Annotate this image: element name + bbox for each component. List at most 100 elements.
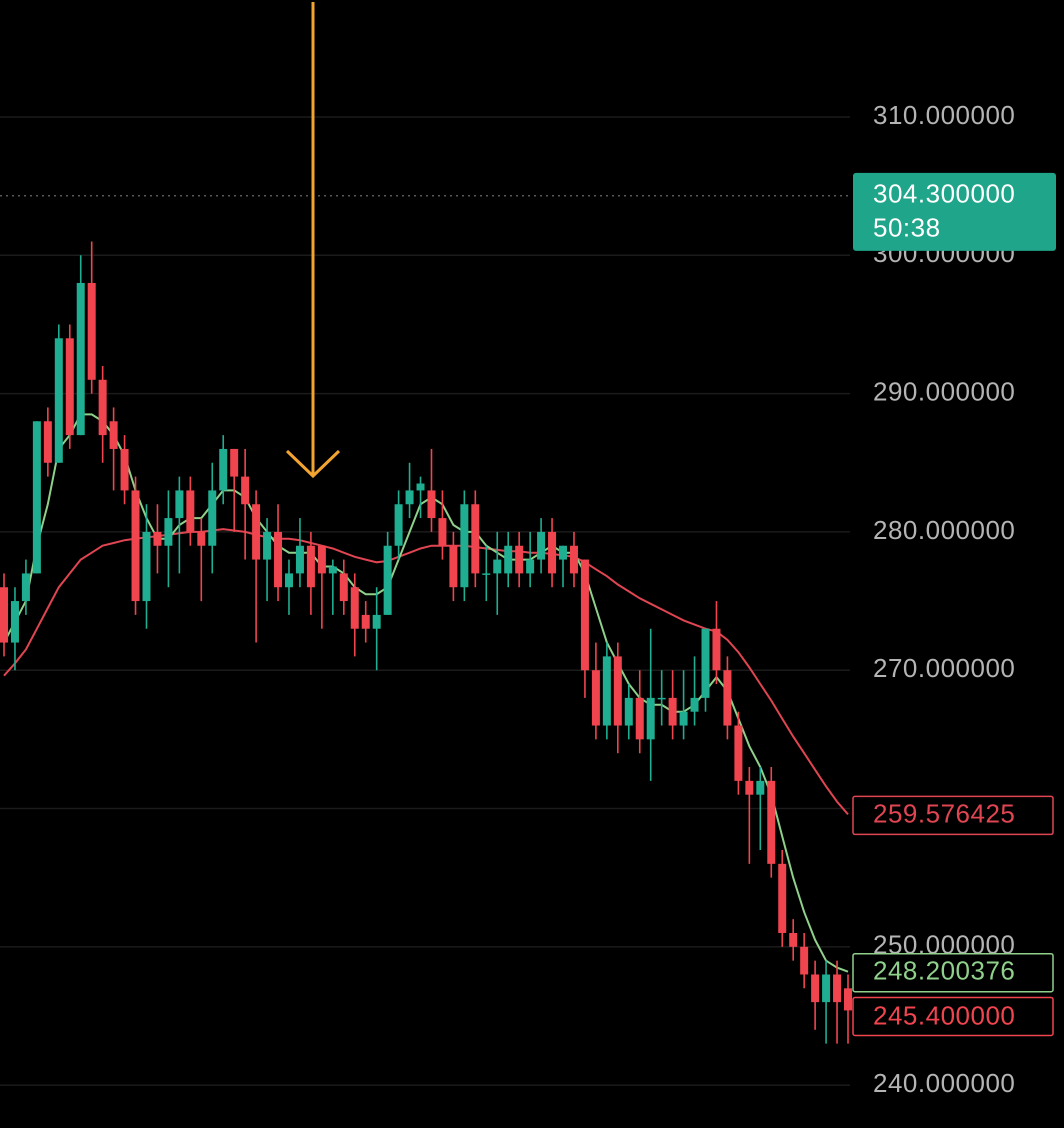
candle-body [32,421,41,574]
candle-body [230,448,239,477]
candle-body [569,545,578,574]
candle-body [515,545,524,574]
candle-body [405,490,414,505]
candle-body [789,932,798,947]
candle-body [339,573,348,602]
candle-body [690,697,699,712]
candle-body [438,518,447,546]
candle-body [416,483,425,491]
candle-body [580,559,589,671]
candle-body [131,490,140,602]
candle-body [76,282,85,436]
countdown-label: 50:38 [873,213,941,243]
y-tick-label: 290.000000 [873,376,1015,406]
candle-body [109,421,118,449]
candle-body [252,504,261,560]
candle-body [723,670,732,726]
candle-body [471,504,480,574]
y-tick-label: 310.000000 [873,100,1015,130]
candle-body [350,587,359,629]
candle-body [756,780,765,795]
candle-body [548,531,557,574]
candle-body [537,531,546,560]
candle-body [317,545,326,574]
ma-price-label: 259.576425 [873,798,1015,828]
candle-body [186,490,195,532]
candle-body [646,697,655,740]
candle-body [295,545,304,574]
candle-body [822,974,831,1003]
candle-body [613,656,622,726]
y-tick-label: 280.000000 [873,515,1015,545]
candle-body [460,504,469,588]
ma-price-label: 248.200376 [873,956,1015,986]
candle-body [712,628,721,671]
candle-body [591,670,600,726]
candle-body [120,448,129,491]
candle-body [241,476,250,505]
candle-body [383,545,392,615]
candle-body [43,421,52,463]
candle-body [778,863,787,933]
candle-body [98,379,107,436]
candle-body [142,531,151,602]
candle-body [449,545,458,588]
candle-body [263,531,272,560]
candle-body [394,504,403,546]
candle-body [361,614,370,629]
ma-price-tag [852,952,1054,993]
candle-body [164,518,173,546]
candle-body [54,338,63,463]
candle-body [372,614,381,629]
arrow-head [285,449,341,479]
candle-body [679,711,688,726]
annotation-arrow [285,2,341,479]
candle-body [274,531,283,588]
candle-body [328,566,337,574]
candles [0,241,852,1044]
price-tags: 304.300000 50:38 259.576425 248.200376 245.4… [852,172,1056,1037]
candle-body [811,974,820,1003]
candle-body [427,490,436,519]
candle-body [504,545,513,574]
candle-body [734,725,743,781]
candle-body [306,545,315,588]
y-tick-label: 270.000000 [873,653,1015,683]
grid [0,116,850,1086]
candle-body [0,587,8,643]
candle-body [284,573,293,588]
candle-body [197,531,206,546]
last-price-tag [852,996,1054,1037]
candle-body [833,974,842,1003]
candle-body [208,490,217,546]
candle-body [767,780,776,864]
candle-body [657,697,666,700]
candle-body [602,656,611,726]
candle-body [635,697,644,740]
y-tick-label: 240.000000 [873,1068,1015,1098]
candle-body [175,490,184,519]
candle-body [219,448,228,491]
candle-body [526,559,535,574]
candle-body [624,697,633,726]
candle-body [10,601,19,643]
candle-body [844,988,852,1011]
last-price-label: 245.400000 [873,1000,1015,1030]
candle-body [800,946,809,975]
ma-price-tag [852,795,1054,836]
candle-body [21,573,30,602]
current-price-label: 304.300000 [873,179,1015,209]
candle-body [701,628,710,698]
candle-body [482,573,491,575]
candle-body [153,531,162,546]
candle-body [559,545,568,560]
candle-body [87,282,96,380]
current-price-tag [853,172,1056,251]
candle-body [668,697,677,726]
y-axis: 240.000000250.000000270.000000280.000000… [873,100,1015,1098]
candle-body [745,780,754,795]
candle-body [493,559,502,574]
candle-body [65,338,74,436]
